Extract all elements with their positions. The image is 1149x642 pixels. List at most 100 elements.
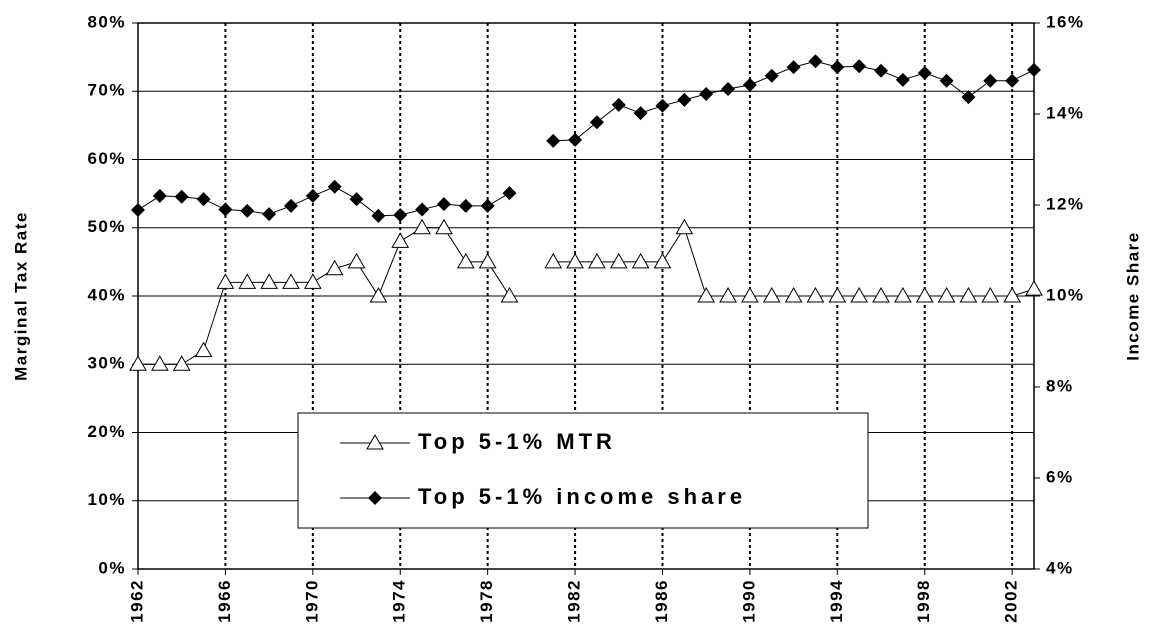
marker (283, 198, 298, 213)
y-tick-label: 70% (87, 81, 126, 100)
marker (131, 203, 145, 218)
marker (240, 203, 255, 218)
marker (742, 77, 757, 92)
marker (741, 286, 759, 303)
y2-axis-title: Income Share (1123, 231, 1142, 361)
marker (347, 252, 366, 269)
marker (371, 208, 386, 223)
marker (1005, 73, 1020, 88)
y-tick-label: 30% (87, 354, 126, 373)
marker (895, 72, 910, 87)
marker (1027, 62, 1041, 77)
y2-tick-label: 8% (1046, 376, 1074, 395)
marker (305, 188, 320, 203)
x-tick-label: 1990 (739, 579, 758, 623)
marker (1003, 286, 1022, 303)
marker (852, 59, 867, 74)
legend-marker (366, 433, 384, 450)
marker (478, 252, 497, 269)
marker (393, 208, 408, 223)
marker (983, 73, 998, 88)
marker (874, 63, 889, 78)
x-tick-label: 2002 (1002, 579, 1021, 623)
x-tick-label: 1970 (302, 579, 321, 623)
marker (719, 286, 737, 303)
marker (784, 286, 803, 303)
marker (216, 273, 235, 289)
marker (828, 286, 847, 303)
marker (937, 286, 956, 303)
marker (699, 86, 714, 101)
y-tick-label: 80% (87, 12, 126, 31)
legend: Top 5-1% MTR Top 5-1% income share (297, 412, 869, 529)
y-tick-label: 10% (87, 490, 126, 509)
marker (327, 179, 342, 194)
marker (568, 132, 583, 147)
marker (762, 286, 781, 303)
marker (544, 252, 563, 269)
marker (655, 98, 670, 113)
marker (262, 207, 277, 222)
marker (675, 218, 694, 235)
marker (325, 259, 344, 276)
marker (196, 192, 211, 207)
marker (1025, 280, 1043, 296)
marker (218, 202, 233, 217)
marker (872, 286, 890, 303)
marker (633, 106, 648, 121)
marker (764, 68, 779, 83)
marker (697, 286, 716, 303)
x-tick-label: 1986 (652, 579, 671, 623)
marker (546, 133, 561, 148)
y2-tick-label: 4% (1046, 558, 1074, 577)
marker (238, 273, 257, 289)
marker (808, 54, 823, 69)
plot-frame (137, 22, 1035, 570)
marker (939, 73, 954, 88)
legend-box (297, 412, 869, 529)
marker (150, 355, 169, 371)
marker (458, 198, 473, 213)
y2-tick-label: 16% (1046, 12, 1085, 31)
y-tick-label: 50% (87, 217, 126, 236)
marker (959, 286, 978, 303)
marker (830, 60, 845, 75)
marker (917, 66, 932, 81)
marker (152, 188, 167, 203)
series-line (137, 60, 1035, 217)
y-tick-label: 60% (87, 149, 126, 168)
marker (500, 286, 519, 303)
marker (369, 286, 388, 303)
marker (456, 252, 475, 269)
x-tick-label: 1974 (390, 579, 409, 623)
x-tick-label: 1994 (827, 579, 846, 623)
marker (806, 286, 825, 303)
marker (349, 192, 364, 207)
y2-tick-label: 6% (1046, 467, 1074, 486)
marker (174, 189, 189, 204)
legend-label: Top 5-1% income share (418, 484, 746, 509)
marker (415, 202, 430, 217)
y2-tick-label: 10% (1046, 285, 1085, 304)
marker (435, 218, 453, 235)
marker (260, 273, 278, 289)
x-tick-label: 1962 (127, 579, 146, 623)
marker (894, 286, 912, 303)
marker (282, 273, 300, 289)
marker (611, 97, 626, 112)
marker (915, 286, 934, 303)
marker (850, 286, 869, 303)
marker (981, 286, 1000, 303)
marker (961, 90, 976, 105)
marker (172, 355, 191, 371)
marker (609, 252, 628, 269)
marker (502, 186, 517, 201)
marker (631, 252, 650, 269)
x-tick-label: 1966 (215, 579, 234, 623)
marker (391, 232, 410, 248)
y2-tick-label: 12% (1046, 194, 1085, 213)
y-axis-title: Marginal Tax Rate (11, 211, 30, 381)
legend-marker (368, 491, 382, 505)
y-tick-label: 20% (87, 422, 126, 441)
